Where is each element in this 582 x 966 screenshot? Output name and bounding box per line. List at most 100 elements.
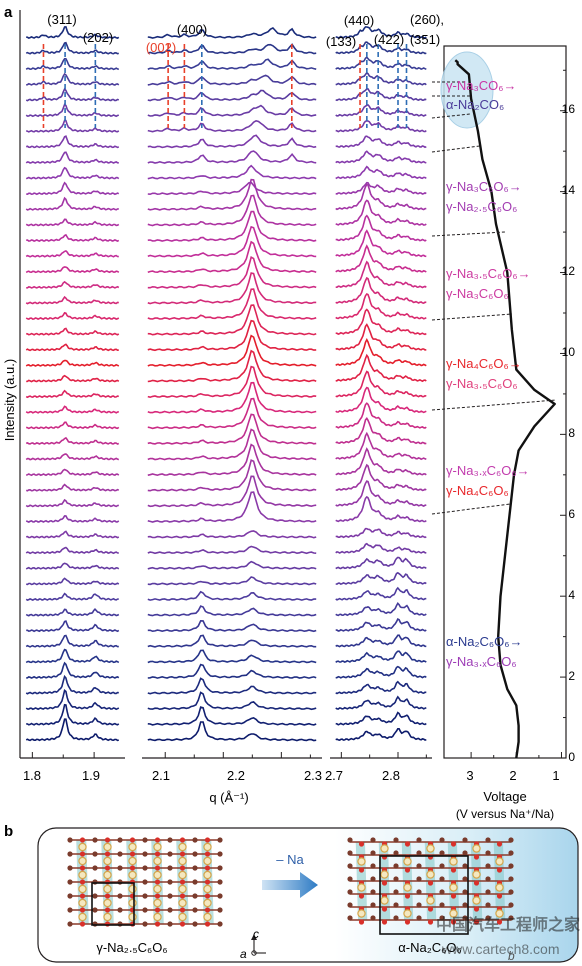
xrd-pattern-22-panel-2 (335, 370, 427, 398)
crystalR-atom-5-7 (427, 906, 434, 912)
phase-connector-1 (431, 399, 557, 411)
xrd-pattern-32-panel-1 (147, 210, 317, 242)
crystalR-atom-3-2 (370, 876, 376, 882)
xrd-pattern-19-panel-2 (335, 417, 427, 445)
peak-label-351: (351) (410, 32, 440, 47)
crystalL-atom-5-11 (204, 907, 211, 913)
crystalL-atom-3-1 (79, 879, 86, 885)
crystalL-atom-6-0 (67, 921, 73, 927)
peak-label-202: (202) (83, 30, 113, 45)
crystalL-atom-6-4 (117, 921, 123, 927)
crystalL-atom-0-1 (79, 837, 86, 843)
crystalL-atom-5-10 (192, 907, 198, 913)
crystalL-atom-4-11 (204, 893, 211, 899)
x-tick-1-9: 1.9 (82, 768, 100, 783)
phase-label-6b: γ-Na₃.ₓC₆O₆ (446, 654, 517, 669)
crystalR-na-0-5 (472, 844, 481, 853)
xrd-pattern-38-panel-2 (335, 135, 427, 149)
xrd-pattern-1-panel-0 (26, 703, 120, 726)
crystalL-atom-6-6 (142, 921, 148, 927)
xrd-pattern-16-panel-2 (335, 463, 427, 492)
phase-label-5b: γ-Na₄C₆O₆ (446, 483, 509, 498)
crystalL-na-1-4 (178, 856, 187, 866)
crystalL-atom-5-0 (67, 907, 73, 913)
xrd-pattern-10-panel-1 (147, 576, 317, 586)
crystalR-na-4-3 (426, 896, 435, 905)
xrd-pattern-43-panel-2 (335, 56, 427, 70)
crystalL-na-4-3 (153, 898, 162, 908)
crystalL-na-3-0 (78, 884, 87, 894)
crystalR-atom-1-3 (381, 854, 388, 860)
xrd-pattern-10-panel-2 (335, 571, 427, 585)
voltage-axis-label: Voltage (483, 789, 526, 804)
crystalL-atom-5-12 (217, 907, 223, 913)
xrd-pattern-8-panel-1 (147, 605, 317, 617)
xrd-pattern-9-panel-2 (335, 586, 427, 601)
crystalR-atom-5-12 (485, 902, 491, 908)
xrd-pattern-5-panel-2 (335, 650, 427, 663)
axis-a-label: a (240, 947, 247, 961)
crystalR-na-0-3 (426, 844, 435, 853)
xrd-pattern-43-panel-1 (147, 58, 317, 70)
xrd-pattern-29-panel-0 (26, 280, 120, 289)
crystalL-na-3-1 (103, 884, 112, 894)
xrd-pattern-13-panel-1 (147, 530, 317, 539)
crystalL-atom-2-10 (192, 865, 198, 871)
crystalL-atom-6-10 (192, 921, 198, 927)
xrd-pattern-27-panel-1 (147, 288, 317, 320)
xrd-patterns (25, 26, 427, 742)
xrd-pattern-37-panel-0 (25, 151, 119, 164)
xrd-pattern-12-panel-1 (147, 545, 317, 555)
crystalL-na-1-1 (103, 856, 112, 866)
xrd-pattern-17-panel-0 (25, 468, 120, 477)
crystal-structure-right (347, 837, 514, 935)
voltage-tick-1: 1 (552, 768, 559, 783)
xrd-pattern-21-panel-1 (147, 381, 317, 414)
xrd-pattern-36-panel-2 (335, 165, 427, 180)
y-axis-label: Intensity (a.u.) (2, 359, 17, 441)
crystalR-atom-6-2 (370, 915, 376, 921)
crystalR-atom-0-6 (416, 837, 422, 843)
xrd-pattern-23-panel-2 (335, 353, 427, 383)
xrd-pattern-18-panel-1 (147, 428, 317, 461)
crystalR-atom-1-11 (473, 854, 480, 860)
xrd-pattern-4-panel-2 (335, 665, 427, 679)
crystalL-atom-1-8 (167, 851, 173, 857)
phase-label-4b: γ-Na₃.₅C₆O₆ (446, 376, 518, 391)
watermark-url: www.cartech8.com (441, 941, 559, 957)
crystalL-atom-4-3 (104, 893, 111, 899)
xrd-pattern-0-panel-2 (335, 728, 427, 742)
xrd-pattern-34-panel-1 (147, 178, 317, 211)
crystalR-atom-0-2 (370, 837, 376, 843)
xrd-pattern-3-panel-0 (25, 674, 119, 695)
x-tick-2-8: 2.8 (382, 768, 400, 783)
xrd-pattern-11-panel-2 (335, 556, 427, 570)
crystalR-atom-6-4 (393, 915, 399, 921)
xrd-pattern-11-panel-0 (25, 562, 120, 570)
crystalR-atom-5-10 (462, 902, 468, 908)
crystalL-atom-5-2 (92, 907, 98, 913)
crystalR-na-0-1 (380, 844, 389, 853)
x-tick-2-3: 2.3 (304, 768, 322, 783)
crystalR-atom-6-1 (358, 919, 365, 925)
xrd-pattern-15-panel-2 (335, 480, 427, 508)
xrd-pattern-28-panel-1 (147, 272, 317, 305)
xrd-pattern-22-panel-0 (25, 389, 119, 399)
crystalL-atom-2-7 (154, 865, 161, 871)
crystalR-na-2-1 (380, 870, 389, 879)
crystalR-na-3-0 (357, 883, 366, 892)
peak-label-133: (133) (326, 34, 356, 49)
crystalR-atom-2-0 (347, 863, 353, 869)
xrd-pattern-5-panel-0 (25, 648, 120, 664)
xrd-pattern-21-panel-2 (335, 386, 427, 414)
crystalR-na-5-0 (357, 909, 366, 918)
xrd-pattern-0-panel-1 (147, 721, 317, 742)
xrd-pattern-2-panel-2 (335, 695, 427, 710)
xrd-pattern-33-panel-0 (25, 218, 120, 227)
xrd-pattern-25-panel-2 (335, 323, 427, 351)
xrd-pattern-18-panel-2 (335, 431, 427, 461)
crystalL-atom-5-9 (179, 907, 186, 913)
peak-label-260: (260), (410, 12, 444, 27)
crystalR-na-5-4 (449, 909, 458, 918)
xrd-pattern-20-panel-0 (25, 421, 120, 430)
